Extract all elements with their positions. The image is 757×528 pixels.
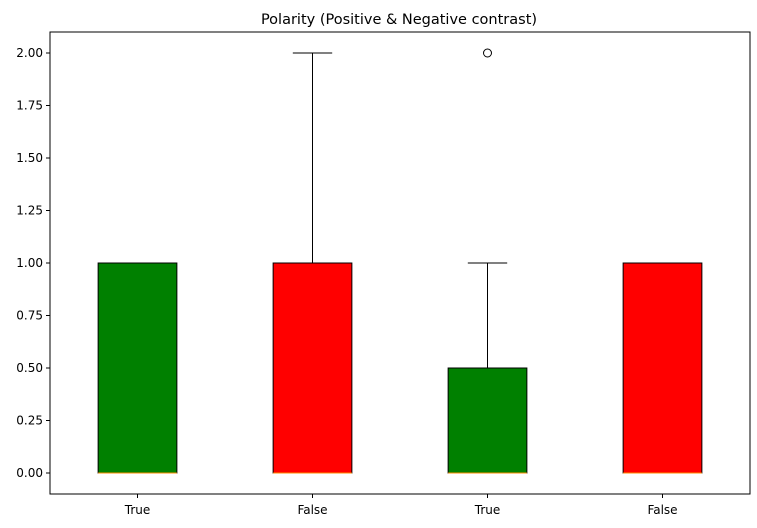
x-axis: True False True False xyxy=(124,494,678,517)
x-tick-label: True xyxy=(124,503,151,517)
box xyxy=(272,262,353,474)
y-tick-label: 0.25 xyxy=(16,414,43,428)
y-tick-label: 1.50 xyxy=(16,151,43,165)
box xyxy=(622,262,703,474)
y-axis: 0.00 0.25 0.50 0.75 1.00 1.25 1.50 1.75 2.00 xyxy=(16,46,50,480)
chart-title: Polarity (Positive & Negative contrast) xyxy=(261,12,537,28)
y-tick-label: 2.00 xyxy=(16,46,43,60)
y-tick-label: 0.50 xyxy=(16,361,43,375)
plot-area xyxy=(97,48,703,474)
x-tick-label: True xyxy=(474,503,501,517)
box-group xyxy=(97,262,178,474)
box xyxy=(97,262,178,474)
box-group xyxy=(447,48,528,474)
y-tick-label: 1.25 xyxy=(16,204,43,218)
box-group xyxy=(272,52,353,474)
y-tick-label: 0.00 xyxy=(16,466,43,480)
x-tick-label: False xyxy=(647,503,677,517)
box-group xyxy=(622,262,703,474)
y-tick-label: 1.00 xyxy=(16,256,43,270)
y-tick-label: 1.75 xyxy=(16,99,43,113)
box xyxy=(447,367,528,474)
outlier-point xyxy=(483,48,492,58)
y-tick-label: 0.75 xyxy=(16,309,43,323)
x-tick-label: False xyxy=(297,503,327,517)
